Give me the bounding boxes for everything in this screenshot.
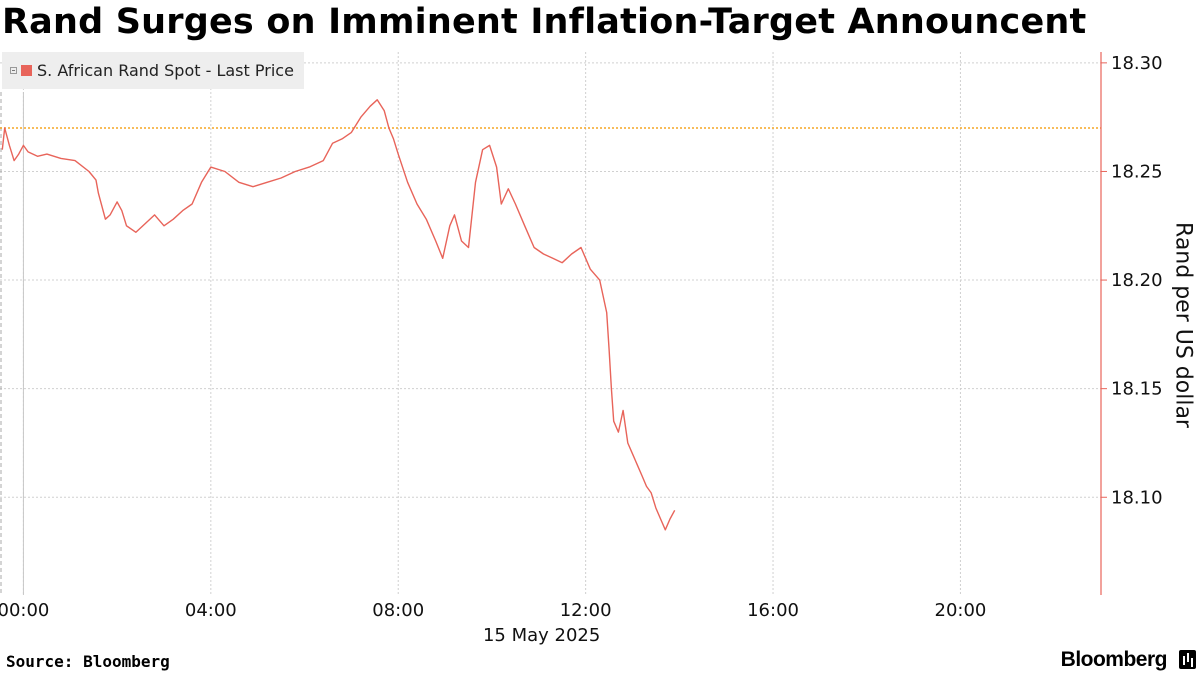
bloomberg-chart-icon bbox=[1179, 650, 1196, 669]
grid bbox=[0, 52, 1107, 595]
series-line-rand-spot bbox=[1, 99, 676, 531]
y-axis-label: Rand per US dollar bbox=[1170, 222, 1196, 428]
y-tick-label: 18.10 bbox=[1111, 487, 1163, 508]
x-tick-label: 16:00 bbox=[747, 600, 799, 621]
x-tick-label: 04:00 bbox=[185, 600, 237, 621]
legend-swatch bbox=[21, 65, 32, 76]
legend[interactable]: S. African Rand Spot - Last Price bbox=[2, 52, 304, 89]
date-label: 15 May 2025 bbox=[483, 625, 600, 646]
y-tick-label: 18.25 bbox=[1111, 161, 1163, 182]
x-tick-label: 20:00 bbox=[935, 600, 987, 621]
tick-labels: 18.10 18.15 18.20 18.25 18.30 00:00 04:00 08:00… bbox=[0, 53, 1163, 646]
legend-collapse-icon[interactable] bbox=[10, 67, 17, 74]
y-tick-label: 18.15 bbox=[1111, 379, 1163, 400]
legend-label: S. African Rand Spot - Last Price bbox=[37, 61, 294, 80]
x-tick-label: 12:00 bbox=[560, 600, 612, 621]
source-note: Source: Bloomberg bbox=[6, 652, 170, 671]
x-tick-label: 08:00 bbox=[372, 600, 424, 621]
series-group bbox=[1, 99, 676, 531]
y-tick-label: 18.30 bbox=[1111, 53, 1163, 74]
x-tick-label: 00:00 bbox=[0, 600, 49, 621]
chart-title: Rand Surges on Imminent Inflation-Target… bbox=[2, 2, 1087, 42]
brand-logo-text: Bloomberg bbox=[1060, 648, 1168, 671]
y-tick-label: 18.20 bbox=[1111, 270, 1163, 291]
